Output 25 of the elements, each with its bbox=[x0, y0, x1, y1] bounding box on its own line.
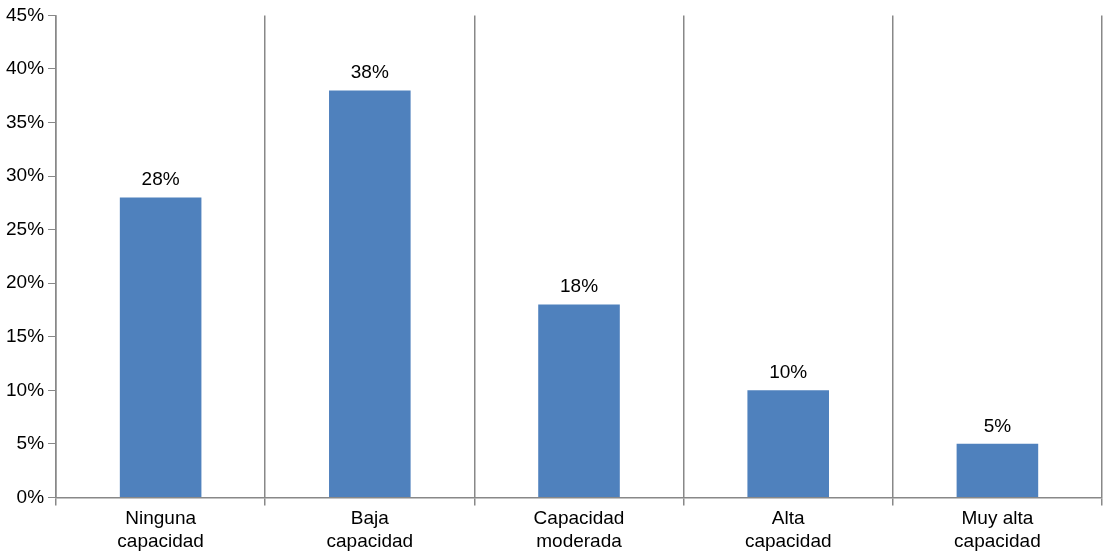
y-tick-label: 30% bbox=[6, 164, 45, 186]
y-tick-label: 40% bbox=[6, 57, 45, 79]
y-tick-label: 35% bbox=[6, 110, 45, 132]
y-tick-label: 0% bbox=[16, 485, 45, 507]
data-label: 28% bbox=[141, 168, 180, 190]
x-tick-label: Baja capacidad bbox=[326, 507, 414, 551]
bar bbox=[119, 197, 202, 497]
y-tick-label: 15% bbox=[6, 324, 45, 346]
y-tick-label: 10% bbox=[6, 378, 45, 400]
y-tick-label: 25% bbox=[6, 217, 45, 239]
y-tick-label: 45% bbox=[6, 3, 45, 25]
x-tick-label: Muy alta capacidad bbox=[954, 507, 1041, 551]
x-tick-label: Ninguna capacidad bbox=[117, 507, 204, 551]
bar bbox=[329, 90, 411, 497]
data-label: 5% bbox=[983, 414, 1012, 436]
bar bbox=[538, 304, 620, 497]
bar bbox=[956, 443, 1039, 497]
x-tick-label: Capacidad moderada bbox=[533, 507, 625, 551]
bar bbox=[747, 390, 829, 497]
x-tick-label: Alta capacidad bbox=[744, 507, 832, 551]
data-label: 10% bbox=[769, 361, 808, 383]
data-label: 38% bbox=[350, 61, 389, 83]
data-label: 18% bbox=[560, 275, 599, 297]
y-tick-label: 20% bbox=[6, 271, 45, 293]
y-tick-label: 5% bbox=[16, 432, 45, 454]
